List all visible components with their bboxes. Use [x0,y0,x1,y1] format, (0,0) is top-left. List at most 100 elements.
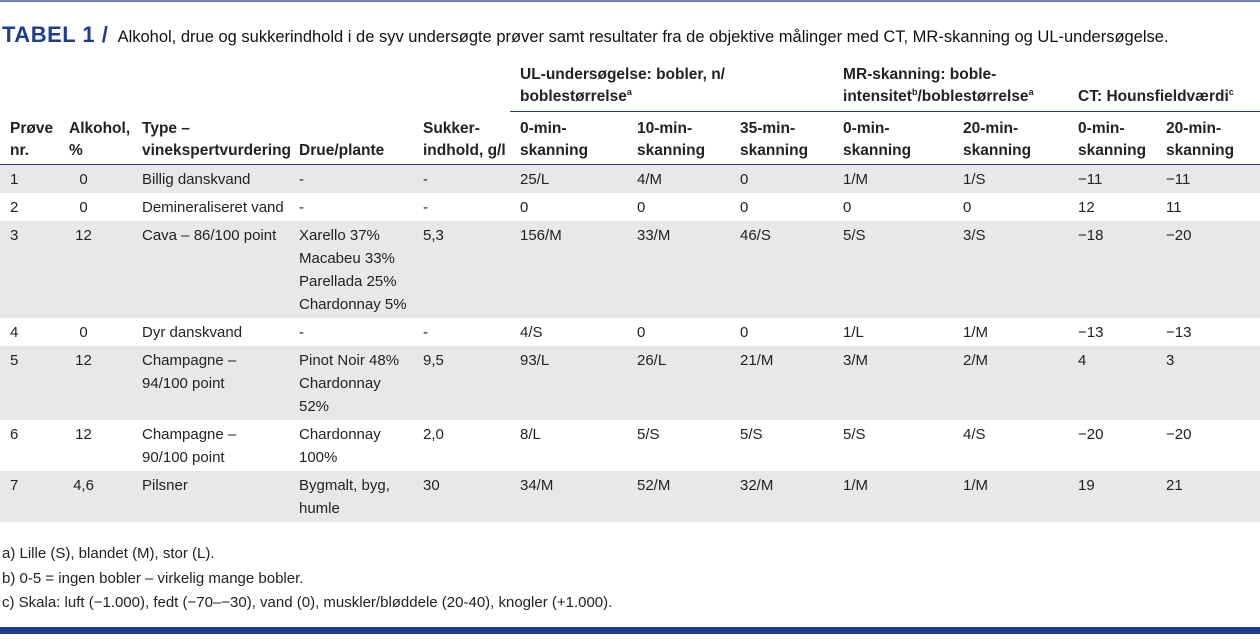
column-header: Sukker-indhold, g/l [413,111,510,165]
cell-line: Champagne – [142,352,237,369]
table-cell: - [289,193,413,221]
footnote-mark-c: c [1228,86,1234,97]
cell-line: 52% [299,398,330,415]
cell-line: 100% [299,449,338,466]
table-cell: 4,6 [59,471,132,522]
table-cell: Dyr danskvand [132,318,289,346]
column-header-line: 20-min- [963,120,1019,137]
group-header-mr-line2b: /boblestørrelse [917,88,1029,105]
table-cell: −11 [1156,164,1260,193]
table-cell: 5,3 [413,221,510,318]
table-cell: 2/M [953,346,1069,420]
table-cell: Champagne – 94/100 point [132,346,289,420]
cell-line: 5,3 [423,227,444,244]
cell-line: 0 [79,199,88,216]
column-header: 0-min-skanning [1068,111,1157,165]
table-cell: 33/M [627,221,730,318]
table-cell: 3/S [953,221,1069,318]
table-cell: 12 [59,346,132,420]
cell-line: Dyr danskvand [142,324,243,341]
cell-line: - [299,324,304,341]
cell-line: 2 [10,199,19,216]
column-header: Prøve nr. [0,111,59,165]
cell-line: - [423,324,428,341]
cell-line: Macabeu 33% [299,250,395,267]
cell-line: 93/L [520,352,550,369]
cell-line: 3 [1166,352,1175,369]
table-cell: - [289,318,413,346]
table-cell: Bygmalt, byg, humle [289,471,413,522]
cell-line: 0 [520,199,529,216]
table-cell: 4 [1068,346,1157,420]
table-cell: 6 [0,420,59,471]
cell-line: 12 [75,426,92,443]
column-header-line: indhold, g/l [423,142,506,159]
cell-line: 7 [10,477,19,494]
table-cell: 0 [730,164,834,193]
table-cell: 1/M [833,164,954,193]
table-cell: 1/M [833,471,954,522]
cell-line: 19 [1078,477,1095,494]
cell-line: Pinot Noir 48% [299,352,400,369]
cell-line: 1 [10,171,19,188]
table-cell: 0 [953,193,1068,221]
column-header-line: nr. [10,142,29,159]
table-cell: 21/M [730,346,834,420]
group-header-mr: MR-skanning: boble-intensitetb/boblestør… [833,64,1069,112]
cell-line: 25/L [520,171,550,188]
table-cell: 5/S [730,420,833,471]
table-cell: 1/M [953,471,1069,522]
cell-line: −13 [1166,324,1192,341]
column-header: 20-min-skanning [953,111,1069,165]
column-header: Alkohol,% [59,111,132,165]
table-cell: 0 [510,193,627,221]
table-cell: 5/S [833,221,954,318]
cell-line: 156/M [520,227,562,244]
cell-line: 4/M [637,171,663,188]
cell-line: humle [299,500,340,517]
column-header: 20-min-skanning [1156,111,1260,165]
column-header-line: skanning [1078,142,1147,159]
cell-line: Demineraliseret vand [142,199,284,216]
table-cell: 52/M [627,471,730,522]
cell-line: Cava – 86/100 point [142,227,277,244]
table-cell: 3/M [833,346,954,420]
cell-line: −11 [1166,171,1191,188]
table-row: 7 4,6 Pilsner Bygmalt, byg, humle 30 34/M 52/M 3… [0,471,1260,522]
table-cell: 93/L [510,346,627,420]
cell-line: 6 [10,426,19,443]
cell-line: 2/M [963,352,989,369]
table-cell: Champagne – 90/100 point [132,420,289,471]
cell-line: 4 [10,324,19,341]
table-cell: Pilsner [132,471,289,522]
table-cell: 4/M [627,164,730,193]
column-header-line: skanning [1166,142,1235,159]
table-cell: 0 [730,318,833,346]
cell-line: - [299,199,304,216]
cell-line: 12 [1078,199,1095,216]
table-cell: 34/M [510,471,627,522]
footnote-mark-a: a [626,86,632,97]
column-header-line: Drue/plante [299,142,385,159]
group-spacer [0,64,510,112]
column-header-line: Sukker- [423,120,480,137]
table-row: 4 0 Dyr danskvand - - 4/S 0 0 1/L 1/M −13 −13 [0,318,1260,346]
table-cell: 0 [730,193,833,221]
cell-line: 11 [1166,199,1182,216]
cell-line: Parellada 25% [299,273,397,290]
table-row: 6 12 Champagne – 90/100 point Chardonnay 100%… [0,420,1260,471]
table-row: 3 12 Cava – 86/100 point Xarello 37% Macabeu… [0,221,1260,318]
table-row: 2 0 Demineraliseret vand - -0 0 0 0 0 12 11 [0,193,1260,221]
cell-line: 5/S [637,426,660,443]
table-cell: 30 [413,471,510,522]
table-cell: −13 [1068,318,1156,346]
table-cell: 5/S [627,420,730,471]
table-cell: 4/S [953,420,1068,471]
table-cell: 4 [0,318,59,346]
cell-line: −20 [1166,426,1192,443]
table-cell: - [413,164,510,193]
cell-line: 1/M [963,324,989,341]
column-header-line: Type – [142,120,190,137]
cell-line: 90/100 point [142,449,225,466]
group-header-ct-text: CT: Hounsfieldværdi [1078,88,1229,105]
